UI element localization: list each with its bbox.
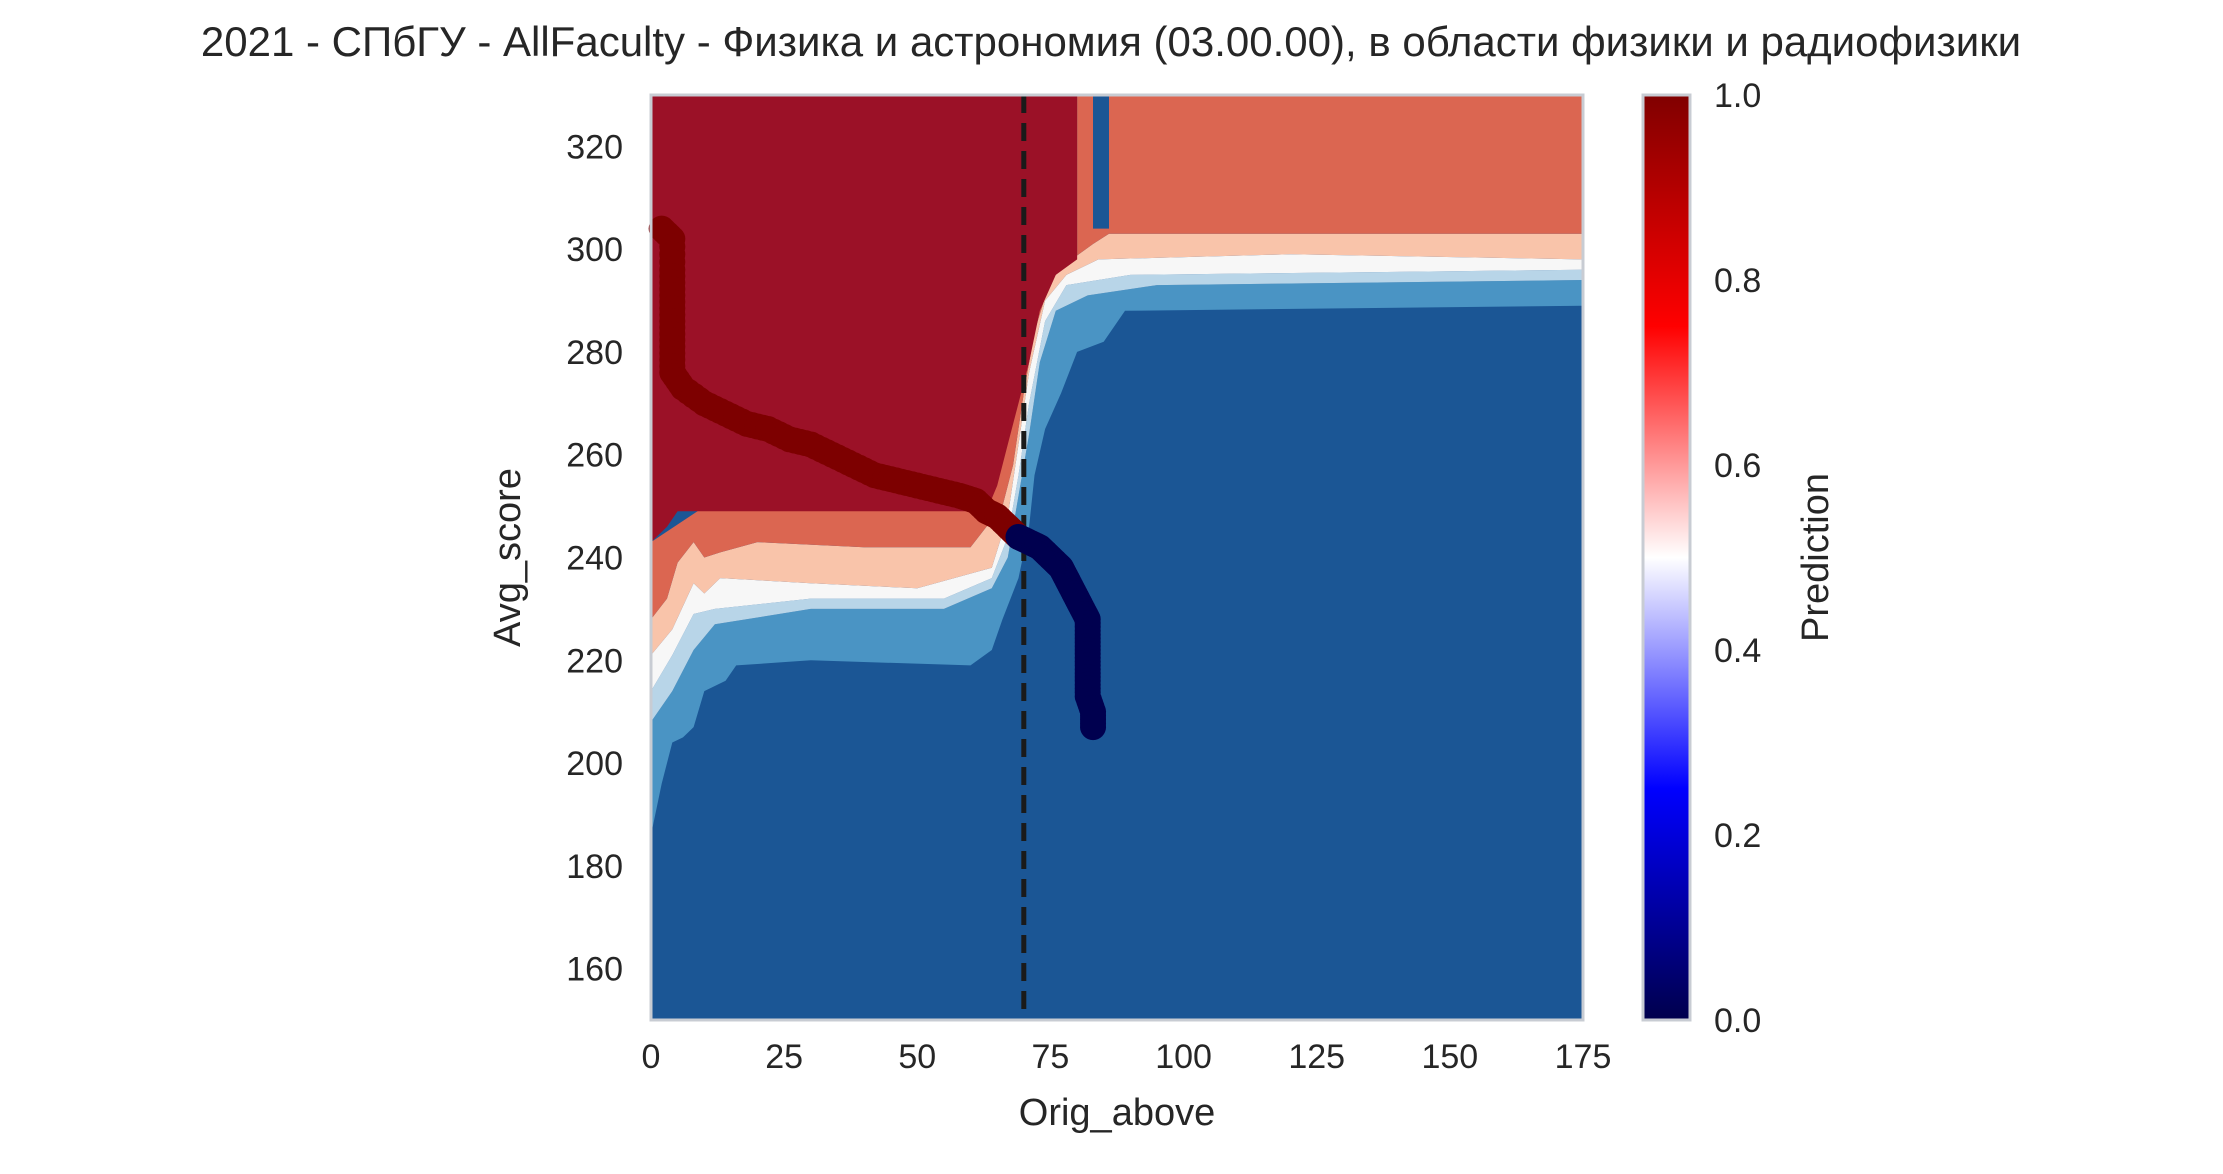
colorbar-tick-label: 0.8	[1714, 262, 1761, 300]
y-tick-label: 240	[566, 540, 623, 578]
x-tick-label: 50	[898, 1038, 936, 1076]
y-tick-label: 260	[566, 437, 623, 475]
y-tick-label: 320	[566, 128, 623, 166]
colorbar-tick-label: 0.6	[1714, 447, 1761, 485]
colorbar	[1641, 93, 1692, 1022]
y-tick-label: 220	[566, 642, 623, 680]
y-tick-label: 180	[566, 848, 623, 886]
y-tick-label: 200	[566, 745, 623, 783]
y-tick-label: 300	[566, 231, 623, 269]
scatter-points-layer	[648, 215, 1107, 741]
x-tick-label: 175	[1555, 1038, 1612, 1076]
contour-region-light-blue	[651, 269, 1583, 722]
x-tick-label: 75	[1032, 1038, 1070, 1076]
y-axis-label: Avg_score	[487, 468, 529, 647]
contour-region-light-red	[651, 233, 1583, 656]
colorbar-tick-label: 1.0	[1714, 77, 1761, 115]
x-tick-label: 150	[1421, 1038, 1478, 1076]
colorbar-tick-label: 0.4	[1714, 632, 1761, 670]
x-tick-label: 25	[765, 1038, 803, 1076]
chart-title: 2021 - СПбГУ - AllFaculty - Физика и аст…	[201, 18, 2021, 65]
y-tick-label: 280	[566, 334, 623, 372]
scatter-point	[1080, 714, 1107, 741]
colorbar-tick-label: 0.0	[1714, 1002, 1761, 1040]
y-axis-ticks: 160 180 200 220 240 260 280 300 320	[566, 128, 623, 988]
y-tick-label: 160	[566, 951, 623, 989]
colorbar-tick-label: 0.2	[1714, 817, 1761, 855]
plot-frame	[649, 93, 1585, 1022]
x-tick-label: 100	[1155, 1038, 1212, 1076]
x-axis-ticks: 0 25 50 75 100 125 150 175	[642, 1038, 1612, 1076]
colorbar-label: Prediction	[1795, 473, 1837, 642]
x-tick-label: 0	[642, 1038, 661, 1076]
x-tick-label: 125	[1288, 1038, 1345, 1076]
x-axis-label: Orig_above	[1019, 1092, 1215, 1134]
colorbar-ticks: 0.0 0.2 0.4 0.6 0.8 1.0	[1714, 77, 1761, 1040]
